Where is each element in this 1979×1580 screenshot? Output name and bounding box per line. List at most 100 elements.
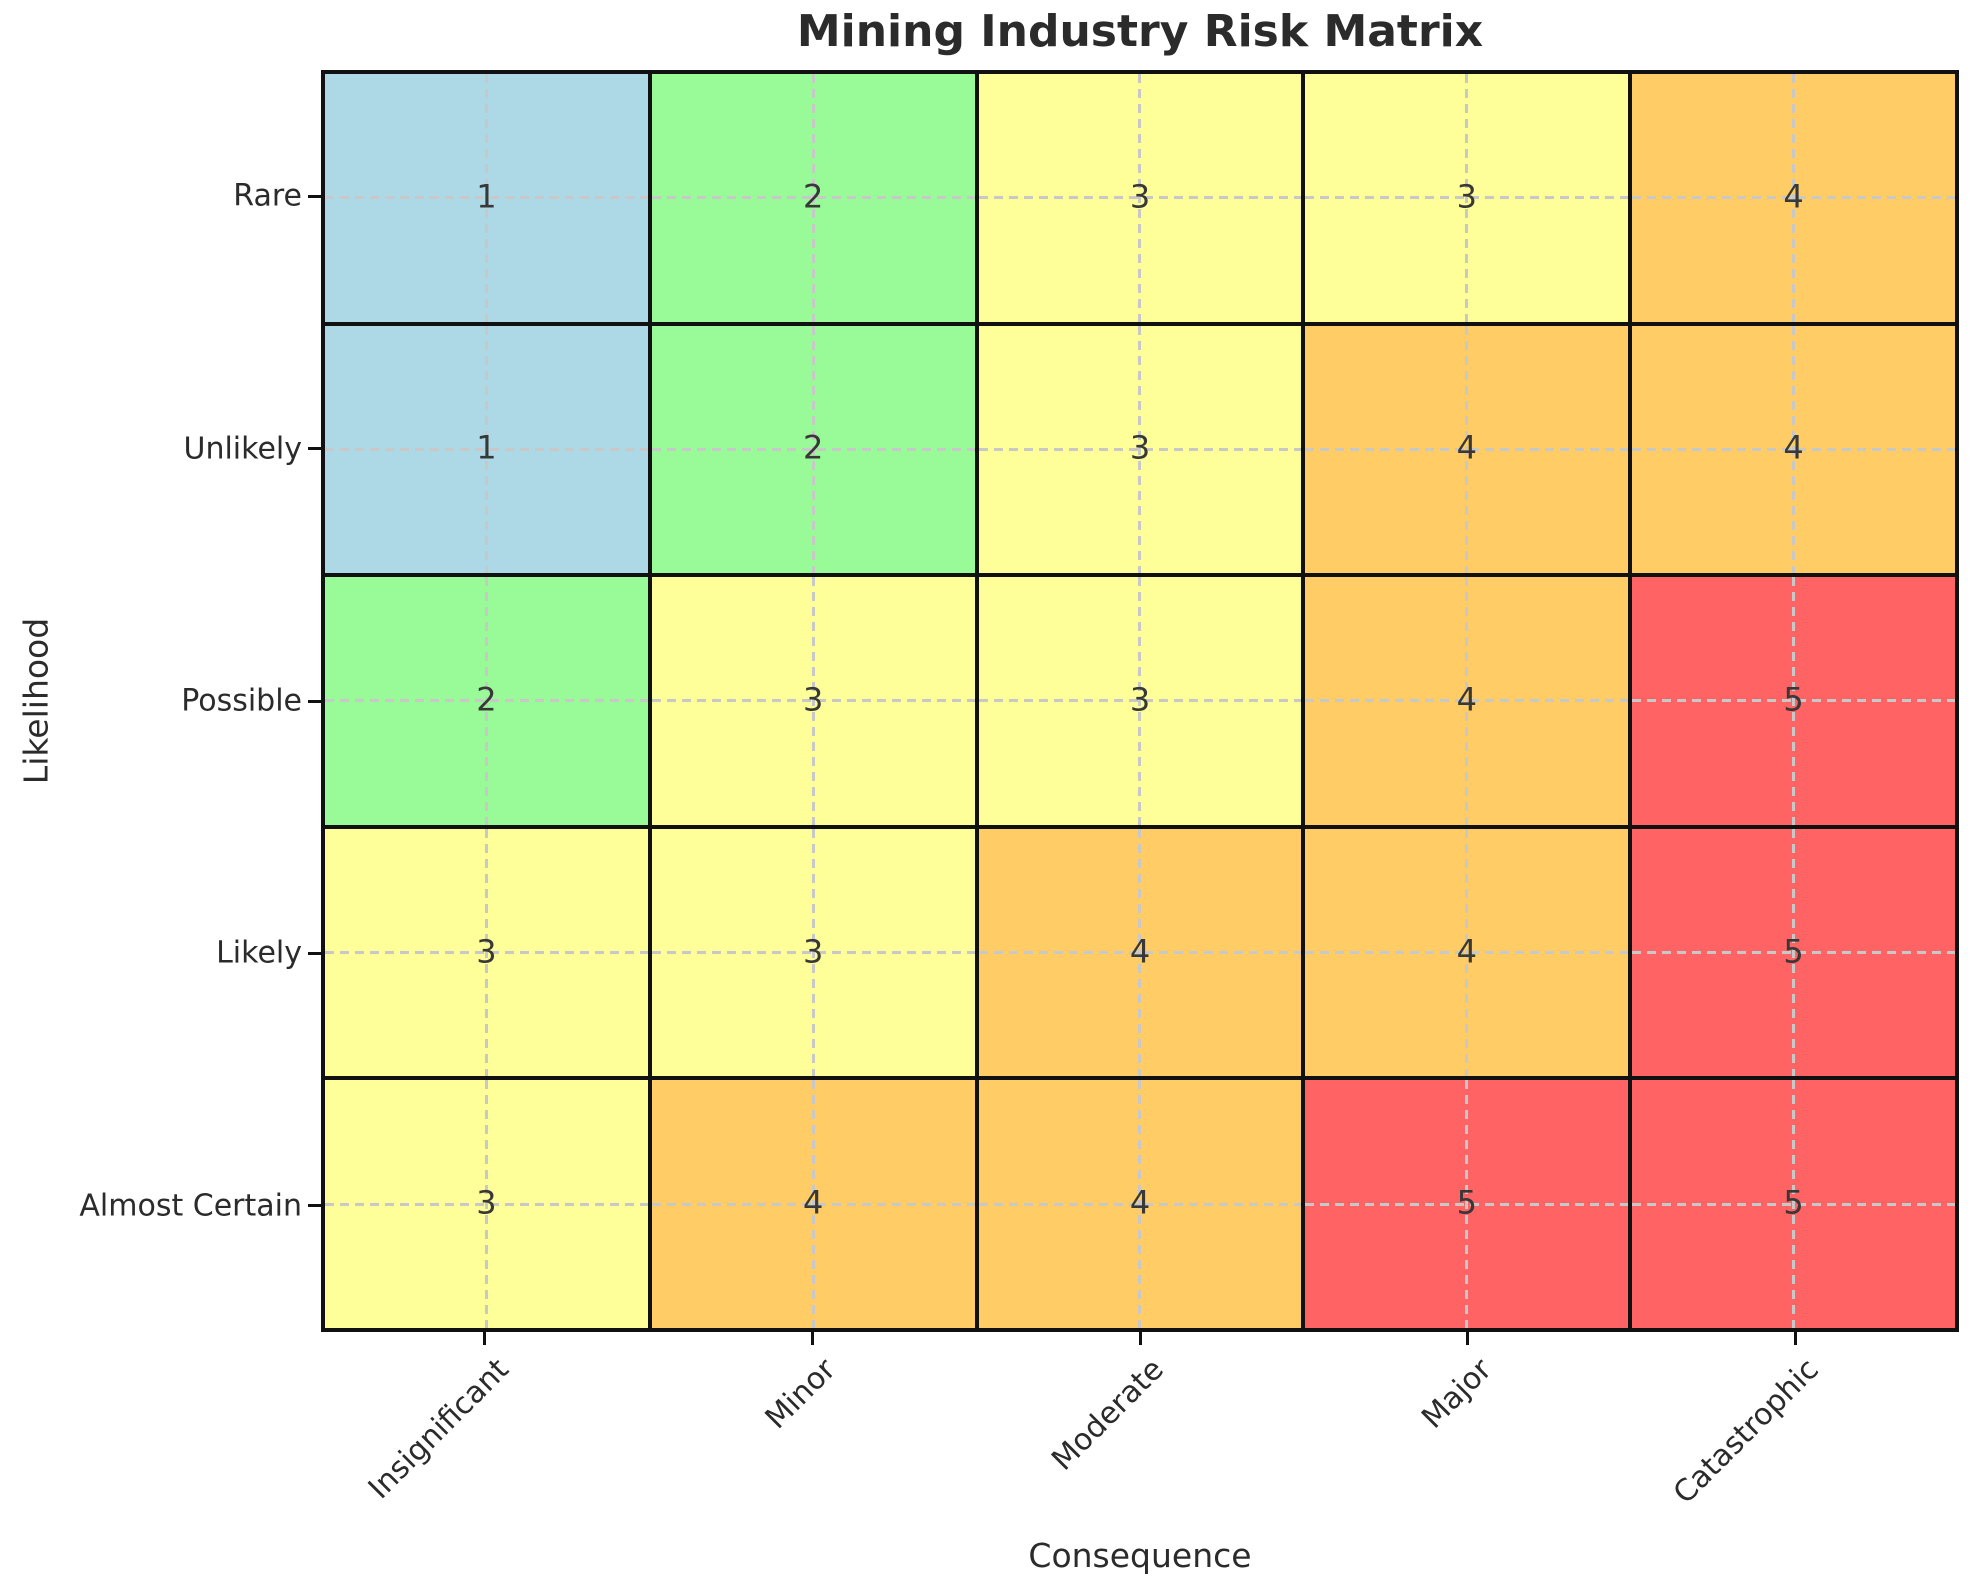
gridline-vertical xyxy=(484,325,488,574)
gridline-horizontal xyxy=(1305,1202,1629,1206)
gridline-vertical xyxy=(1465,74,1469,322)
x-tick-mark xyxy=(810,1332,814,1345)
gridline-vertical xyxy=(1465,325,1469,574)
x-tick-mark xyxy=(483,1332,487,1345)
cell-value: 4 xyxy=(1129,1183,1151,1222)
heatmap-cell: 4 xyxy=(1630,323,1957,576)
gridline-vertical xyxy=(1138,74,1142,322)
y-tick-mark xyxy=(308,1204,321,1208)
gridline-vertical xyxy=(484,828,488,1077)
x-tick-label: Catastrophic xyxy=(1666,1352,1826,1511)
gridline-horizontal xyxy=(325,699,648,703)
gridline-horizontal xyxy=(1305,951,1629,955)
y-tick-mark xyxy=(308,447,321,451)
gridline-vertical xyxy=(1792,325,1796,574)
cell-value: 2 xyxy=(803,177,824,216)
cell-value: 4 xyxy=(1783,177,1804,216)
heatmap-cell: 4 xyxy=(649,1078,977,1330)
gridline-horizontal xyxy=(978,1202,1302,1206)
cell-value: 4 xyxy=(803,1183,824,1222)
cell-value: 3 xyxy=(1129,177,1151,216)
cell-value: 3 xyxy=(476,1183,497,1222)
cell-value: 3 xyxy=(1129,428,1151,467)
gridline-vertical xyxy=(811,1080,815,1328)
y-axis-label: Likelihood xyxy=(16,617,56,785)
gridline-horizontal xyxy=(1305,447,1629,451)
heatmap-cell: 4 xyxy=(976,826,1304,1079)
gridline-horizontal xyxy=(978,951,1302,955)
x-tick-mark xyxy=(1138,1332,1142,1345)
x-axis-label: Consequence xyxy=(1028,1536,1252,1575)
x-tick-label: Insignificant xyxy=(361,1352,516,1506)
gridline-horizontal xyxy=(651,447,975,451)
gridline-vertical xyxy=(1138,1080,1142,1328)
cell-value: 5 xyxy=(1456,1183,1477,1222)
gridline-horizontal xyxy=(651,951,975,955)
gridline-horizontal xyxy=(1632,447,1955,451)
gridline-horizontal xyxy=(1632,1202,1955,1206)
heatmap-cell: 4 xyxy=(1303,575,1631,827)
cell-value: 1 xyxy=(476,177,497,216)
gridline-horizontal xyxy=(1632,699,1955,703)
gridline-vertical xyxy=(811,828,815,1077)
cell-value: 2 xyxy=(803,428,824,467)
heatmap-cell: 4 xyxy=(976,1078,1304,1330)
cell-value: 3 xyxy=(803,680,824,719)
chart-title: Mining Industry Risk Matrix xyxy=(796,6,1484,57)
heatmap-cell: 4 xyxy=(1303,323,1631,576)
gridline-vertical xyxy=(1465,828,1469,1077)
y-tick-mark xyxy=(308,194,321,198)
gridline-horizontal xyxy=(325,447,648,451)
gridline-vertical xyxy=(1792,577,1796,825)
x-tick-mark xyxy=(1793,1332,1797,1345)
gridline-vertical xyxy=(811,325,815,574)
heatmap-cell: 5 xyxy=(1303,1078,1631,1330)
gridline-horizontal xyxy=(1305,699,1629,703)
cell-value: 5 xyxy=(1783,932,1804,971)
heatmap-cell: 2 xyxy=(649,323,977,576)
gridline-horizontal xyxy=(1632,196,1955,200)
y-tick-label: Possible xyxy=(181,683,302,719)
heatmap-cell: 3 xyxy=(1303,72,1631,324)
heatmap-cell: 3 xyxy=(323,1078,650,1330)
heatmap-cell: 4 xyxy=(1630,72,1957,324)
gridline-vertical xyxy=(1465,1080,1469,1328)
gridline-vertical xyxy=(1465,577,1469,825)
gridline-horizontal xyxy=(325,951,648,955)
heatmap-grid: 1 2 3 3 4 1 2 3 4 4 2 3 3 4 5 3 3 4 4 5 3 4 4 5 5 xyxy=(321,70,1959,1332)
cell-value: 4 xyxy=(1456,428,1477,467)
y-tick-label: Rare xyxy=(233,178,302,214)
cell-value: 4 xyxy=(1456,680,1477,719)
heatmap-cell: 2 xyxy=(649,72,977,324)
y-tick-mark xyxy=(308,699,321,703)
y-tick-mark xyxy=(308,951,321,955)
heatmap-cell: 1 xyxy=(323,72,650,324)
heatmap-cell: 3 xyxy=(649,575,977,827)
gridline-horizontal xyxy=(978,447,1302,451)
cell-value: 3 xyxy=(1129,680,1151,719)
gridline-horizontal xyxy=(978,699,1302,703)
gridline-vertical xyxy=(484,1080,488,1328)
gridline-vertical xyxy=(1138,325,1142,574)
gridline-horizontal xyxy=(1632,951,1955,955)
gridline-horizontal xyxy=(978,196,1302,200)
gridline-vertical xyxy=(811,74,815,322)
x-tick-label: Minor xyxy=(759,1352,844,1437)
gridline-horizontal xyxy=(651,1202,975,1206)
y-tick-label: Almost Certain xyxy=(79,1188,302,1224)
y-tick-label: Likely xyxy=(216,935,302,971)
heatmap-cell: 5 xyxy=(1630,826,1957,1079)
heatmap-cell: 1 xyxy=(323,323,650,576)
cell-value: 5 xyxy=(1783,680,1804,719)
cell-value: 3 xyxy=(1456,177,1477,216)
gridline-vertical xyxy=(1138,577,1142,825)
gridline-horizontal xyxy=(651,196,975,200)
cell-value: 1 xyxy=(476,428,497,467)
heatmap-cell: 3 xyxy=(976,575,1304,827)
heatmap-cell: 3 xyxy=(976,72,1304,324)
heatmap-cell: 3 xyxy=(323,826,650,1079)
heatmap-cell: 3 xyxy=(976,323,1304,576)
cell-value: 4 xyxy=(1783,428,1804,467)
cell-value: 4 xyxy=(1456,932,1477,971)
